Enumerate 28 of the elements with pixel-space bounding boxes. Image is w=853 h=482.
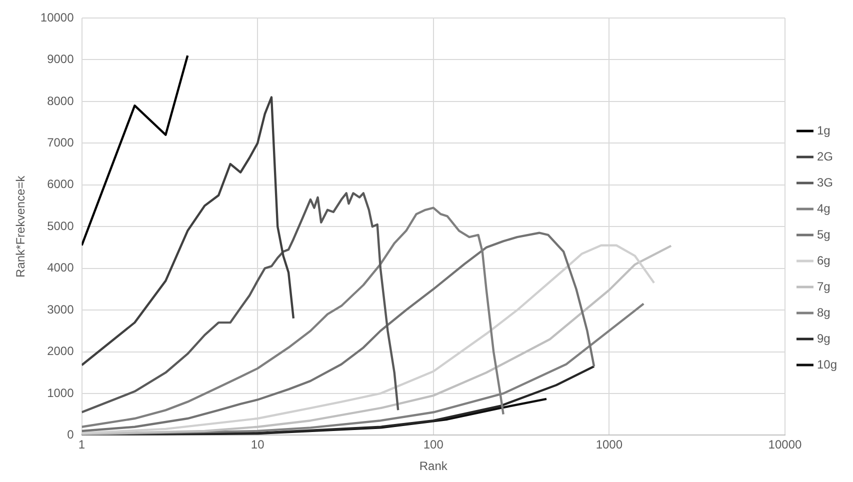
x-tick-label: 10: [250, 438, 265, 452]
legend-label: 2G: [816, 149, 833, 164]
y-tick-label: 2000: [47, 344, 74, 358]
legend-label: 8g: [816, 305, 830, 320]
x-tick-label: 1000: [596, 438, 623, 452]
y-tick-label: 3000: [47, 302, 74, 316]
legend-label: 7g: [816, 279, 830, 294]
x-axis-title: Rank: [419, 459, 448, 474]
legend-label: 4g: [816, 201, 830, 216]
x-tick-label: 10000: [768, 438, 802, 452]
legend-label: 6g: [816, 253, 830, 268]
x-tick-label: 1: [78, 438, 86, 452]
y-tick-label: 5000: [47, 218, 74, 233]
y-tick-label: 8000: [47, 94, 74, 108]
x-tick-label: 100: [423, 438, 444, 452]
legend-label: 1g: [816, 123, 830, 138]
legend-label: 10g: [816, 357, 838, 372]
legend-label: 5g: [816, 227, 830, 242]
y-tick-label: 7000: [47, 135, 74, 150]
y-tick-label: 4000: [47, 260, 74, 275]
y-tick-label: 10000: [40, 10, 74, 24]
y-tick-label: 6000: [47, 177, 74, 192]
legend-label: 9g: [816, 331, 830, 346]
y-axis-title: Rank*Frekvence=k: [14, 174, 28, 278]
y-tick-label: 9000: [47, 52, 74, 66]
legend-label: 3G: [816, 175, 833, 190]
y-tick-label: 0: [67, 428, 74, 442]
y-tick-label: 1000: [47, 386, 74, 400]
